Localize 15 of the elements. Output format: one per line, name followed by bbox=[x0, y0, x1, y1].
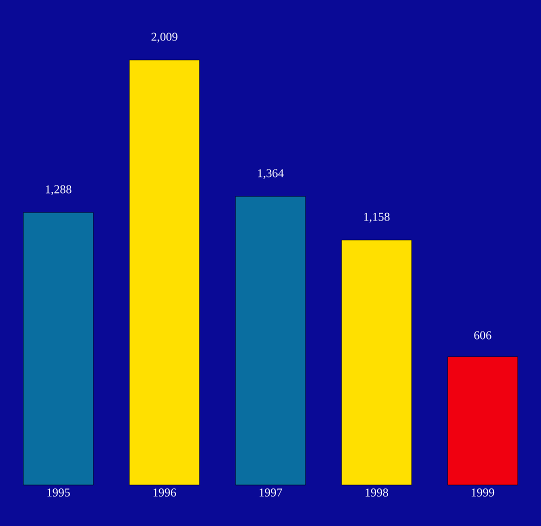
bar bbox=[129, 60, 200, 486]
x-tick-label: 1996 bbox=[154, 488, 176, 497]
data-label: 2,009 bbox=[152, 32, 178, 43]
x-tick-label: 1998 bbox=[366, 488, 388, 497]
data-label: 606 bbox=[474, 331, 492, 340]
x-tick-label: 1995 bbox=[47, 488, 70, 497]
data-label: 1,288 bbox=[46, 185, 72, 196]
data-label: 1,364 bbox=[258, 169, 284, 179]
x-tick-label: 1999 bbox=[472, 488, 494, 497]
bar bbox=[341, 240, 412, 486]
x-tick-label: 1997 bbox=[260, 488, 282, 497]
bar bbox=[235, 196, 306, 486]
data-label: 1,158 bbox=[364, 212, 390, 223]
bar bbox=[23, 212, 94, 486]
bar bbox=[447, 356, 518, 486]
